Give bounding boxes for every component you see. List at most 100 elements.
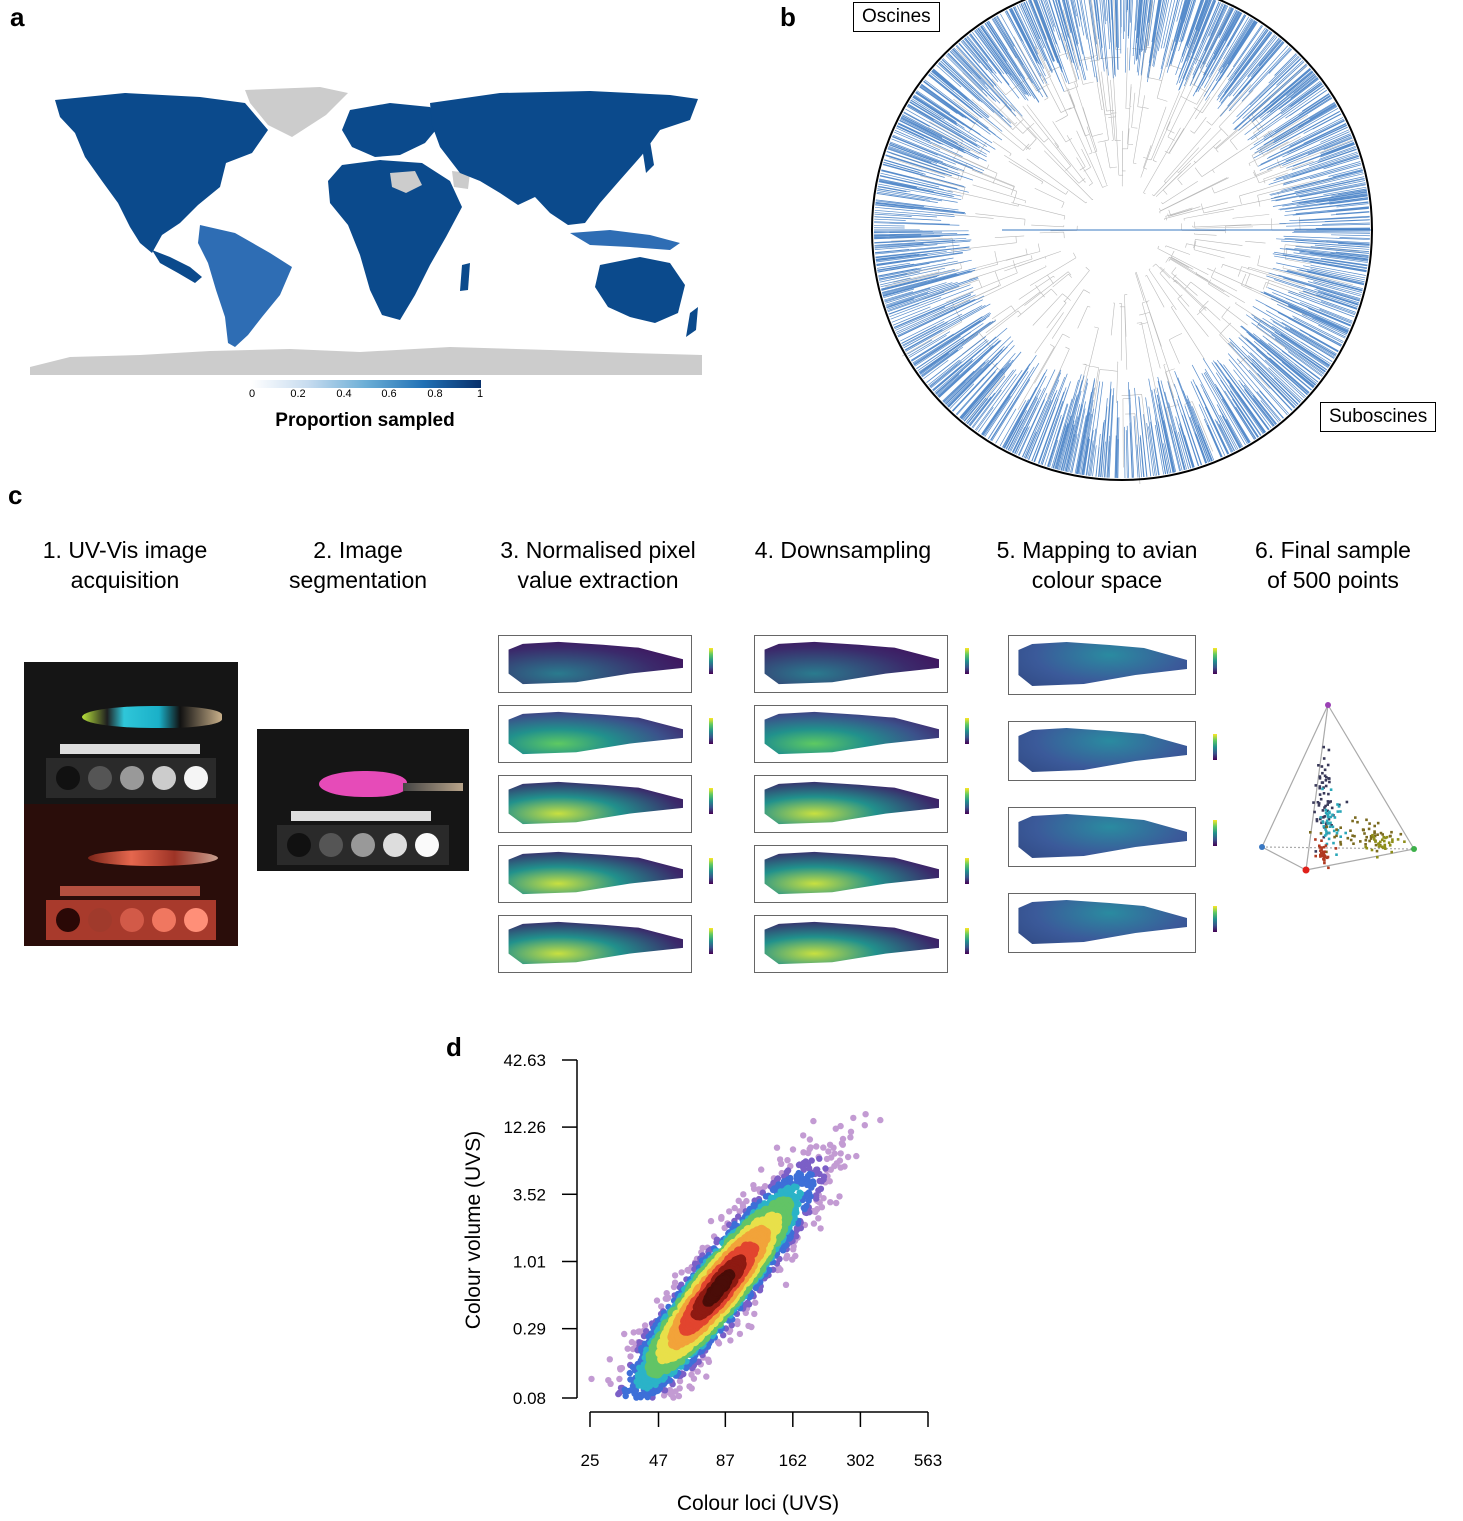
tetra-point xyxy=(1315,819,1319,823)
tetra-point xyxy=(1325,825,1328,829)
scatter-point xyxy=(740,1191,747,1198)
scatter-point xyxy=(707,1217,715,1225)
heatmap-legend xyxy=(1213,734,1217,760)
scatter-point xyxy=(735,1213,742,1220)
tetra-point xyxy=(1316,801,1320,804)
tetra-point xyxy=(1385,835,1389,839)
tetra-point xyxy=(1373,830,1376,833)
tetra-point xyxy=(1376,821,1380,825)
y-tick-label: 1.01 xyxy=(513,1252,546,1271)
tetra-point xyxy=(1314,850,1318,853)
scatter-point xyxy=(816,1177,823,1185)
tetra-point xyxy=(1319,853,1322,857)
scatter-point xyxy=(817,1225,824,1232)
y-tick-label: 12.26 xyxy=(503,1118,546,1137)
tetra-point xyxy=(1346,836,1350,840)
tetra-point xyxy=(1368,822,1371,825)
tetra-point xyxy=(1325,819,1329,823)
tetra-point xyxy=(1324,844,1328,847)
step-3-title: 3. Normalised pixel value extraction xyxy=(500,537,696,593)
world-map xyxy=(30,87,702,375)
scatter-point xyxy=(847,1128,855,1135)
tetra-point xyxy=(1323,854,1326,857)
tetra-point xyxy=(1364,838,1368,842)
scatter-point xyxy=(853,1152,860,1160)
tetra-point xyxy=(1381,838,1384,842)
tetra-point xyxy=(1325,856,1329,860)
scatter-point xyxy=(822,1165,829,1172)
visible-photo xyxy=(24,662,238,804)
europe-shape xyxy=(342,103,440,157)
scatter-point xyxy=(676,1378,684,1385)
tetra-point xyxy=(1372,835,1375,839)
new-zealand-shape xyxy=(686,307,698,337)
tetra-point xyxy=(1324,828,1327,831)
tetra-point xyxy=(1349,829,1352,832)
tetra-point xyxy=(1325,776,1328,779)
scatter-point xyxy=(626,1369,633,1377)
tetra-point xyxy=(1403,840,1406,843)
heatmap-legend xyxy=(709,788,713,814)
scatter-point xyxy=(800,1204,807,1212)
vertex-s xyxy=(1259,844,1265,850)
tetra-point xyxy=(1322,850,1326,854)
scatter-point xyxy=(721,1224,728,1232)
tetra-point xyxy=(1365,818,1368,822)
ruler xyxy=(60,744,200,754)
tetra-point xyxy=(1326,814,1330,817)
grey-standards xyxy=(46,758,216,798)
colorbar-tick: 0.6 xyxy=(381,388,397,400)
tetra-point xyxy=(1374,840,1377,843)
scatter-point xyxy=(616,1375,623,1383)
tetra-point xyxy=(1334,847,1338,850)
scatter-point xyxy=(660,1392,668,1399)
bird-heat-silhouette xyxy=(764,851,939,895)
tetra-point xyxy=(1317,764,1320,767)
tetra-point xyxy=(1326,763,1330,767)
heatmap-legend xyxy=(709,858,713,884)
scatter-point xyxy=(838,1140,846,1147)
tetra-point xyxy=(1323,856,1327,859)
heatmap-panel xyxy=(498,705,713,763)
tetra-point xyxy=(1325,830,1328,833)
uv-vis-photo xyxy=(24,662,238,946)
scatter-point xyxy=(637,1391,644,1399)
scatter-point xyxy=(837,1122,844,1130)
segmentation-photo xyxy=(257,729,469,871)
bird-heat-silhouette xyxy=(508,711,683,755)
colorbar-tick: 0.8 xyxy=(427,388,443,400)
bird-heat-silhouette xyxy=(1018,728,1187,772)
tetra-point xyxy=(1318,786,1321,790)
tetra-point xyxy=(1388,835,1392,838)
tetra-point xyxy=(1373,834,1377,838)
scatter-point xyxy=(666,1386,674,1394)
scatter-point xyxy=(832,1125,839,1132)
tetra-point xyxy=(1364,843,1367,846)
scatter-point xyxy=(670,1283,678,1291)
tetra-point xyxy=(1361,828,1365,831)
scatter-point xyxy=(734,1318,741,1325)
x-axis-label: Colour loci (UVS) xyxy=(677,1492,839,1515)
scatter-point xyxy=(862,1111,869,1118)
tetra-point xyxy=(1375,849,1379,853)
heatmap-legend xyxy=(1213,906,1217,932)
tetra-point xyxy=(1318,844,1321,848)
tetra-point xyxy=(1323,859,1326,862)
tetra-point xyxy=(1322,786,1325,789)
heatmap-legend xyxy=(965,648,969,674)
tetra-point xyxy=(1326,821,1329,825)
tetra-point xyxy=(1329,821,1332,825)
tetra-point xyxy=(1320,846,1324,849)
x-tick-label: 25 xyxy=(581,1451,600,1470)
tetra-point xyxy=(1321,854,1324,858)
tetra-point xyxy=(1363,832,1366,835)
heatmap-legend xyxy=(965,788,969,814)
tetra-point xyxy=(1353,834,1356,838)
step-5-title: 5. Mapping to avian colour space xyxy=(996,537,1198,593)
scatter-point xyxy=(782,1281,790,1288)
heatmap-panel xyxy=(1008,807,1217,867)
tetra-point xyxy=(1321,787,1324,791)
step-4-title: 4. Downsampling xyxy=(754,537,932,563)
tetra-point xyxy=(1364,845,1367,849)
y-axis-label: Colour volume (UVS) xyxy=(462,1131,485,1329)
